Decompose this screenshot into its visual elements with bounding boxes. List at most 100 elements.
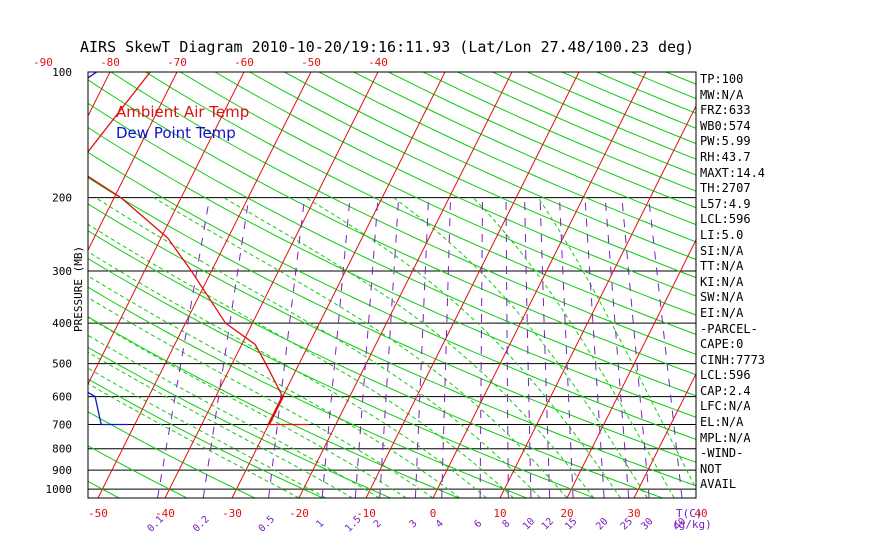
sidebar-stat: FRZ:633 xyxy=(700,103,751,118)
chart-title: AIRS SkewT Diagram 2010-10-20/19:16:11.9… xyxy=(80,38,694,56)
dry-adiabat xyxy=(88,79,696,376)
dry-adiabat xyxy=(88,346,391,498)
dry-adiabat xyxy=(249,72,696,279)
moist-adiabat xyxy=(88,223,514,498)
moist-adiabat xyxy=(95,197,541,498)
mixing-ratio-tick-label: 20 xyxy=(594,516,610,532)
temp-tick-bottom: 20 xyxy=(560,507,573,520)
mixing-ratio-line xyxy=(479,197,483,498)
moist-adiabat xyxy=(88,367,327,498)
dry-adiabat xyxy=(88,230,663,498)
isotherm-line xyxy=(88,72,178,252)
mixing-ratio-line xyxy=(505,197,509,498)
mixing-ratio-line xyxy=(321,197,351,498)
sidebar-stat: L57:4.9 xyxy=(700,196,751,211)
isotherm-line xyxy=(88,72,245,386)
pressure-tick-label: 900 xyxy=(52,464,72,477)
isotherm-line xyxy=(499,104,696,498)
dry-adiabat xyxy=(284,72,696,261)
dry-adiabat xyxy=(180,72,696,316)
mixing-ratio-tick-label: 2 xyxy=(372,518,384,530)
mixing-ratio-tick-label: 8 xyxy=(501,518,513,530)
plot-frame xyxy=(87,71,697,499)
mixing-ratio-line xyxy=(441,197,451,498)
moist-adiabat xyxy=(88,382,300,498)
temp-tick-top: -90 xyxy=(33,56,53,69)
mixing-ratio-line xyxy=(524,197,532,498)
isotherm-line xyxy=(88,72,111,118)
sidebar-stat: -WIND- xyxy=(700,446,744,461)
mixing-ratio-line xyxy=(584,197,605,498)
isotherm-line xyxy=(566,238,696,498)
mixing-ratio-line xyxy=(539,197,551,498)
mixing-ratio-tick-label: 12 xyxy=(540,516,556,532)
pressure-tick-label: 200 xyxy=(52,192,72,205)
sidebar-stat: LCL:596 xyxy=(700,368,751,383)
moist-adiabat xyxy=(393,197,648,498)
series-group xyxy=(88,72,309,426)
dry-adiabat xyxy=(145,72,696,335)
x-axis-label: T(C) xyxy=(676,507,703,520)
sidebar-stat: SW:N/A xyxy=(700,290,744,305)
dry-adiabat xyxy=(88,151,696,440)
y-axis-label: PRESSURE (MB) xyxy=(72,246,85,332)
sidebar-stat: MAXT:14.4 xyxy=(700,165,766,180)
sidebar-stat: CAPE:0 xyxy=(700,337,744,352)
sidebar-stat: RH:43.7 xyxy=(700,149,751,164)
temp-tick-top: -40 xyxy=(368,56,388,69)
series-dew-point xyxy=(88,72,128,426)
pressure-tick-label: 600 xyxy=(52,391,72,404)
sidebar-stat: NOT xyxy=(700,461,722,476)
pressure-tick-label: 300 xyxy=(52,265,72,278)
dry-adiabat xyxy=(88,257,595,498)
mixing-ratio-line xyxy=(157,197,211,498)
mixing-ratio-line xyxy=(202,197,250,498)
temp-tick-bottom: 10 xyxy=(493,507,506,520)
mixing-ratio-tick-label: 10 xyxy=(521,516,537,532)
isotherm-line xyxy=(298,72,513,498)
pressure-tick-label: 400 xyxy=(52,317,72,330)
sidebar-stat: LI:5.0 xyxy=(700,227,744,242)
sidebar-stat: CINH:7773 xyxy=(700,352,766,367)
legend-dew-point: Dew Point Temp xyxy=(116,124,236,142)
dry-adiabat xyxy=(88,286,527,498)
mixing-ratio-tick-label: 0.2 xyxy=(191,514,212,535)
isotherm-line xyxy=(97,72,312,498)
mixing-ratio-tick-label: 3 xyxy=(408,518,420,530)
grid-mixing-ratio xyxy=(157,197,683,498)
moist-adiabat xyxy=(88,316,407,498)
moist-adiabat xyxy=(223,197,595,498)
moist-adiabat xyxy=(153,197,568,498)
mixing-ratio-line xyxy=(268,197,306,498)
dry-adiabat xyxy=(88,102,696,397)
temp-tick-bottom: -40 xyxy=(155,507,175,520)
mixing-ratio-line xyxy=(604,197,630,498)
moist-adiabat xyxy=(537,197,696,490)
isotherm-line xyxy=(633,372,696,498)
dry-adiabat xyxy=(214,72,696,297)
moist-adiabat xyxy=(472,197,675,498)
grid-isotherms xyxy=(88,72,696,498)
moist-adiabat xyxy=(88,334,380,498)
temp-tick-bottom: 0 xyxy=(430,507,437,520)
stats-sidebar: TP:100 MW:N/A FRZ:633 WB0:574 PW:5.99 RH:43.7… xyxy=(700,72,865,493)
temp-tick-top: -80 xyxy=(100,56,120,69)
sidebar-stat: TH:2707 xyxy=(700,181,751,196)
legend-air-temp: Ambient Air Temp xyxy=(116,103,249,121)
mixing-ratio-line xyxy=(559,197,574,498)
temp-tick-bottom: -50 xyxy=(88,507,108,520)
mixing-ratio-tick-label: 30 xyxy=(639,516,655,532)
temp-tick-bottom: -20 xyxy=(289,507,309,520)
temp-tick-top: -60 xyxy=(234,56,254,69)
temp-tick-top: -70 xyxy=(167,56,187,69)
sidebar-stat: MW:N/A xyxy=(700,87,744,102)
sidebar-stat: PW:5.99 xyxy=(700,134,751,149)
mixing-ratio-line xyxy=(621,197,650,498)
dry-adiabat xyxy=(0,72,51,498)
pressure-tick-label: 1000 xyxy=(46,483,73,496)
mixing-ratio-tick-label: 1 xyxy=(314,518,326,530)
temp-tick-bottom: 30 xyxy=(627,507,640,520)
temp-tick-bottom: 40 xyxy=(694,507,707,520)
moist-adiabat xyxy=(88,351,353,498)
